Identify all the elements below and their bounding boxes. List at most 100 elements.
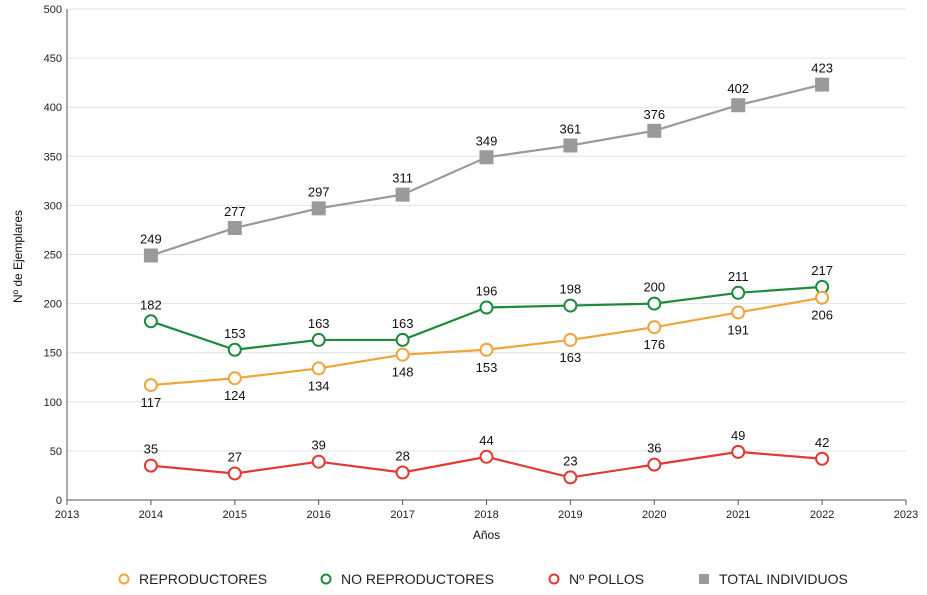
x-axis-title: Años (473, 528, 500, 542)
data-label: 200 (643, 280, 665, 295)
legend-marker-circle (118, 573, 130, 585)
grid (67, 8, 906, 452)
data-label: 49 (731, 428, 745, 443)
data-label: 249 (140, 231, 162, 246)
x-tick-label: 2015 (223, 509, 247, 521)
x-tick-label: 2019 (558, 509, 582, 521)
data-label: 39 (311, 438, 325, 453)
data-point-circle (227, 371, 242, 386)
legend-label: NO REPRODUCTORES (341, 571, 494, 587)
data-label: 36 (647, 441, 661, 456)
data-point-circle (479, 342, 494, 357)
data-label: 42 (815, 435, 829, 450)
y-axis-title: Nº de Ejemplares (11, 210, 25, 303)
data-label: 176 (643, 337, 665, 352)
data-label: 124 (224, 388, 246, 403)
data-point-square (815, 77, 830, 92)
y-tick-label: 200 (44, 299, 62, 311)
x-tick-label: 2020 (642, 509, 666, 521)
data-point-circle (731, 444, 746, 459)
data-point-circle (647, 296, 662, 311)
data-point-circle (563, 332, 578, 347)
data-label: 196 (476, 284, 498, 299)
data-point-circle (395, 465, 410, 480)
data-label: 211 (728, 269, 749, 284)
data-label: 148 (392, 365, 414, 380)
data-label: 163 (392, 316, 414, 331)
data-point-circle (143, 378, 158, 393)
data-point-square (563, 138, 578, 153)
x-tick-label: 2016 (306, 509, 330, 521)
legend-marker-circle (548, 573, 560, 585)
legend-label: Nº POLLOS (569, 571, 644, 587)
data-label: 349 (476, 133, 498, 148)
data-label: 423 (811, 61, 833, 76)
y-tick-label: 400 (44, 102, 62, 114)
x-tick-label: 2021 (726, 509, 750, 521)
data-point-circle (311, 454, 326, 469)
y-tick-label: 250 (44, 250, 62, 262)
data-point-circle (815, 451, 830, 466)
data-label: 311 (392, 171, 413, 186)
x-tick-label: 2013 (55, 509, 79, 521)
x-tick-label: 2022 (810, 509, 834, 521)
axes: 0 50 100 150 200 250 300 350 400 450 500 2013 2014 20… (44, 4, 919, 521)
data-label: 35 (144, 442, 158, 457)
data-point-square (227, 220, 242, 235)
data-point-circle (143, 314, 158, 329)
data-labels: 249 277 297 311 349 361 376 402 423 182 153 163 163 1… (140, 61, 833, 469)
data-point-circle (731, 285, 746, 300)
data-point-circle (227, 466, 242, 481)
data-point-circle (311, 361, 326, 376)
y-tick-label: 100 (44, 397, 62, 409)
legend-label: TOTAL INDIVIDUOS (719, 571, 848, 587)
data-point-circle (563, 470, 578, 485)
data-label: 376 (643, 107, 665, 122)
data-point-square (143, 248, 158, 263)
data-point-circle (311, 332, 326, 347)
data-label: 153 (476, 360, 498, 375)
data-label: 153 (224, 326, 246, 341)
x-tick-label: 2023 (894, 509, 918, 521)
data-point-circle (563, 298, 578, 313)
data-label: 191 (727, 322, 749, 337)
y-tick-label: 450 (44, 53, 62, 65)
data-label: 134 (308, 378, 330, 393)
y-tick-label: 350 (44, 151, 62, 163)
data-label: 297 (308, 184, 330, 199)
data-label: 23 (563, 453, 577, 468)
series-layer (143, 77, 830, 485)
data-point-square (479, 150, 494, 165)
y-tick-label: 150 (44, 348, 62, 360)
data-label: 198 (560, 282, 582, 297)
data-label: 163 (308, 316, 330, 331)
data-point-circle (815, 290, 830, 305)
data-label: 217 (811, 263, 833, 278)
data-label: 182 (140, 297, 162, 312)
data-point-circle (479, 449, 494, 464)
y-tick-label: 500 (44, 4, 62, 16)
data-label: 117 (141, 395, 162, 410)
data-point-circle (731, 305, 746, 320)
legend-marker-circle (320, 573, 332, 585)
legend-marker-square (699, 574, 709, 584)
data-label: 361 (560, 121, 582, 136)
data-point-circle (395, 347, 410, 362)
x-tick-label: 2018 (474, 509, 498, 521)
data-point-circle (479, 300, 494, 315)
data-label: 163 (560, 350, 582, 365)
data-point-square (395, 187, 410, 202)
series-line (150, 83, 823, 257)
data-point-circle (647, 457, 662, 472)
data-point-circle (143, 458, 158, 473)
data-label: 27 (228, 449, 242, 464)
y-tick-label: 50 (50, 446, 62, 458)
data-label: 28 (395, 449, 409, 464)
data-label: 277 (224, 204, 246, 219)
y-tick-label: 300 (44, 200, 62, 212)
data-label: 206 (811, 308, 833, 323)
data-point-circle (395, 332, 410, 347)
data-point-circle (647, 320, 662, 335)
data-point-square (311, 201, 326, 216)
